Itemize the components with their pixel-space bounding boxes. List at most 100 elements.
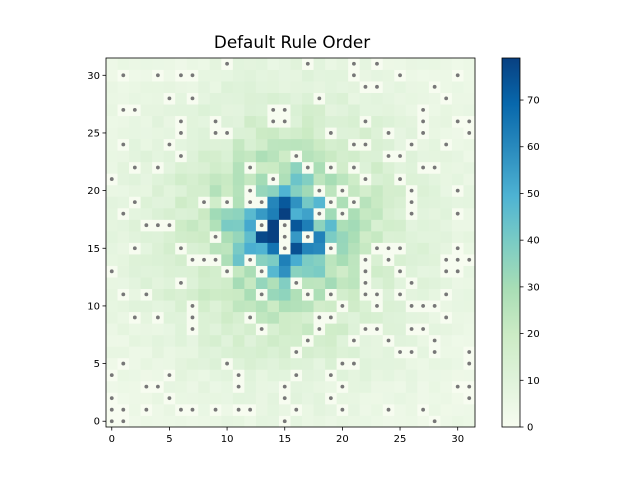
heatmap-cell (255, 127, 268, 140)
heatmap-cell (244, 81, 257, 93)
heatmap-cell (313, 196, 326, 209)
heatmap-cell (463, 415, 476, 428)
marker-point (121, 361, 126, 366)
heatmap-cell (451, 288, 464, 301)
heatmap-cell (175, 334, 188, 347)
marker-point (179, 119, 183, 124)
heatmap-cell (232, 138, 245, 151)
marker-point (386, 338, 391, 343)
heatmap-cell (463, 242, 476, 255)
heatmap-cell (140, 265, 153, 278)
marker-point (225, 131, 229, 135)
heatmap-cell (405, 161, 418, 174)
heatmap-cell (106, 138, 118, 151)
heatmap-cell (417, 150, 430, 163)
marker-point (328, 315, 333, 320)
heatmap-cell (255, 392, 268, 405)
plot-frame (105, 57, 476, 428)
marker-point (190, 73, 195, 78)
heatmap-cell (232, 219, 245, 232)
heatmap-cell (232, 415, 245, 428)
heatmap-cell (209, 277, 222, 290)
heatmap-cell (348, 92, 361, 105)
heatmap-cell (117, 230, 130, 243)
heatmap-cell (313, 415, 326, 428)
colorbar-tick-label: 30 (527, 282, 540, 293)
heatmap-cell (140, 81, 153, 93)
heatmap-cell (175, 219, 188, 232)
heatmap-cell (359, 242, 372, 255)
heatmap-cell (117, 334, 130, 347)
heatmap-cell (232, 323, 245, 336)
heatmap-cell (451, 230, 464, 243)
heatmap-cell (394, 58, 407, 70)
heatmap-cell (348, 184, 361, 197)
heatmap-cell (267, 288, 280, 301)
heatmap-cell (382, 323, 395, 336)
heatmap-cell (198, 115, 211, 128)
heatmap-cell (359, 380, 372, 393)
heatmap-cell (198, 150, 211, 163)
heatmap-cell (302, 357, 314, 370)
heatmap-cell (417, 242, 430, 255)
heatmap-cell (359, 127, 372, 140)
heatmap-cell (255, 311, 268, 324)
marker-point (398, 350, 402, 354)
colorbar-tick-label: 60 (527, 142, 540, 153)
heatmap-cell (106, 311, 118, 324)
heatmap-cell (198, 403, 211, 416)
marker-point (363, 142, 368, 147)
heatmap-cell (359, 230, 372, 243)
heatmap-cell (405, 69, 418, 82)
x-tick-label: 25 (394, 434, 407, 445)
heatmap-cell (267, 323, 280, 336)
heatmap-cell (232, 104, 245, 117)
heatmap-cell (186, 415, 199, 428)
marker-point (432, 338, 437, 343)
heatmap-cell (255, 58, 268, 70)
heatmap-cell (405, 58, 418, 70)
heatmap-cell (313, 357, 326, 370)
marker-point (259, 223, 264, 228)
heatmap-cell (336, 138, 349, 151)
heatmap-cell (163, 104, 176, 117)
heatmap-cell (417, 265, 430, 278)
heatmap-cell (325, 207, 338, 220)
marker-point (386, 131, 391, 135)
heatmap-cell (129, 69, 141, 82)
marker-point (144, 223, 149, 228)
heatmap-cell (440, 104, 453, 117)
heatmap-cell (244, 104, 257, 117)
heatmap-cell (117, 81, 130, 93)
heatmap-cell (417, 334, 430, 347)
heatmap-cell (186, 127, 199, 140)
heatmap-cell (371, 127, 384, 140)
heatmap-cell (371, 115, 384, 128)
heatmap-cell (290, 415, 303, 428)
heatmap-cell (302, 173, 314, 186)
heatmap-cell (209, 311, 222, 324)
heatmap-cell (405, 357, 418, 370)
heatmap-cell (152, 230, 165, 243)
heatmap-cell (140, 277, 153, 290)
heatmap-cell (152, 115, 165, 128)
heatmap-cell (198, 369, 211, 382)
heatmap-cell (348, 288, 361, 301)
heatmap-cell (359, 58, 372, 70)
heatmap-cell (186, 219, 199, 232)
heatmap-cell (267, 277, 280, 290)
heatmap-cell (129, 254, 141, 266)
heatmap-cell (371, 173, 384, 186)
heatmap-cell (278, 300, 291, 313)
heatmap-cell (371, 230, 384, 243)
heatmap-cell (221, 219, 234, 232)
colorbar-tick-label: 10 (527, 376, 540, 387)
marker-point (144, 292, 149, 297)
marker-point (328, 165, 333, 170)
heatmap-cell (186, 242, 199, 255)
heatmap-cell (267, 184, 280, 197)
heatmap-cell (244, 392, 257, 405)
heatmap-cell (209, 288, 222, 301)
y-tick-label: 15 (87, 244, 100, 255)
heatmap-cell (440, 357, 453, 370)
